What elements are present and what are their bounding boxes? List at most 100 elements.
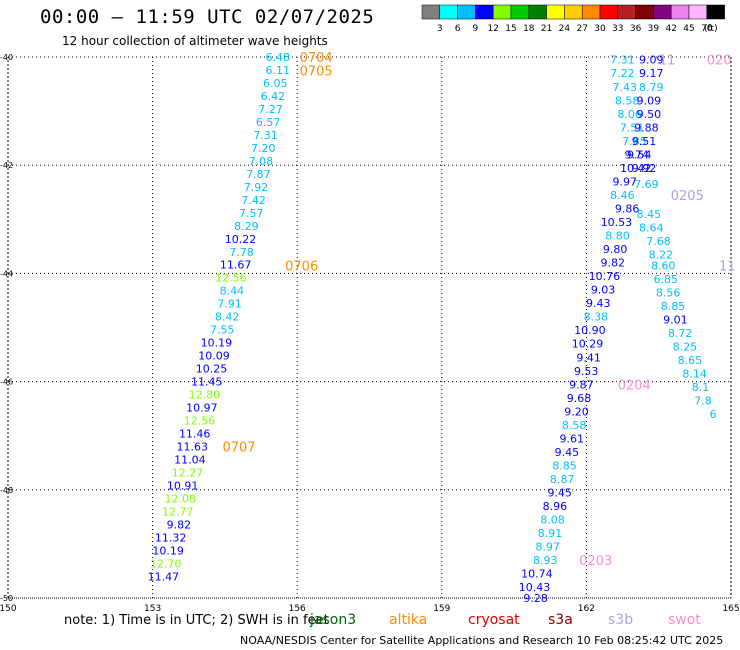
chart-title: 00:00 — 11:59 UTC 02/07/2025 xyxy=(40,6,375,28)
wave-height-value: 7.42 xyxy=(241,194,266,207)
y-tick-label: -40 xyxy=(0,53,13,62)
x-tick-label: 150 xyxy=(0,604,17,614)
pass-time-label: 0706 xyxy=(285,259,318,274)
colorbar-swatch xyxy=(581,4,601,20)
wave-height-value: 10.97 xyxy=(186,402,218,415)
colorbar-label: 24 xyxy=(559,24,571,34)
pass-time-label: 11 xyxy=(659,54,676,69)
colorbar-unit: (ft) xyxy=(704,24,718,34)
wave-height-value: 9.45 xyxy=(555,446,580,459)
wave-height-value: 9.54 xyxy=(627,148,652,161)
colorbar-label: 21 xyxy=(541,24,552,34)
wave-height-value: 10.91 xyxy=(167,479,199,492)
y-tick-label: -46 xyxy=(0,378,13,387)
colorbar-label: 30 xyxy=(594,24,606,34)
colorbar-swatch xyxy=(670,4,690,20)
wave-height-value: 10.29 xyxy=(572,338,604,351)
pass-time-label: 0705 xyxy=(300,65,333,80)
wave-height-value: 8.97 xyxy=(535,541,560,554)
wave-height-value: 10.90 xyxy=(574,324,606,337)
wave-height-value: 6.42 xyxy=(261,90,286,103)
x-tick-label: 156 xyxy=(289,604,306,614)
wave-height-value: 8.06 xyxy=(617,108,642,121)
colorbar-label: 45 xyxy=(683,24,694,34)
wave-height-value: 6 xyxy=(710,408,717,421)
wave-height-value: 7.69 xyxy=(634,178,659,191)
wave-height-value: 8.29 xyxy=(234,220,259,233)
wave-height-value: 9.82 xyxy=(600,257,625,270)
sat-legend-jason3: jason3 xyxy=(310,612,357,628)
wave-height-value: 7.20 xyxy=(251,142,276,155)
colorbar-swatch xyxy=(457,4,476,20)
wave-height-value: 8.42 xyxy=(215,311,240,324)
colorbar-swatch xyxy=(439,4,458,20)
wave-height-value: 7.8 xyxy=(694,395,712,408)
colorbar-swatch xyxy=(599,4,619,20)
wave-height-value: 7.43 xyxy=(613,81,638,94)
wave-height-value: 9.92 xyxy=(632,162,657,175)
wave-height-value: 9.03 xyxy=(591,284,616,297)
wave-height-value: 8.96 xyxy=(543,500,568,513)
x-tick-label: 165 xyxy=(722,604,739,614)
wave-height-value: 10.19 xyxy=(201,337,233,350)
wave-height-points: 6.486.116.056.427.276.577.317.207.087.87… xyxy=(148,51,717,605)
colorbar-swatch xyxy=(635,4,654,20)
wave-height-value: 9.01 xyxy=(663,313,688,326)
wave-height-value: 10.43 xyxy=(519,581,551,594)
wave-height-value: 7.87 xyxy=(246,168,271,181)
wave-height-value: 12.77 xyxy=(162,505,194,518)
wave-height-value: 8.08 xyxy=(540,514,565,527)
colorbar-label: 18 xyxy=(523,24,535,34)
sat-legend-s3b: s3b xyxy=(608,612,634,628)
wave-height-value: 10.09 xyxy=(198,350,230,363)
pass-time-label: 11 xyxy=(719,259,736,274)
wave-height-value: 9.45 xyxy=(547,487,572,500)
wave-height-value: 7.68 xyxy=(646,235,671,248)
x-tick-label: 153 xyxy=(144,604,161,614)
wave-height-value: 12.08 xyxy=(164,492,196,505)
wave-height-value: 9.74 xyxy=(625,148,650,161)
colorbar-swatch xyxy=(546,4,565,20)
wave-height-value: 9.87 xyxy=(569,378,594,391)
pass-time-label: 0704 xyxy=(300,51,333,66)
colorbar-swatch xyxy=(564,4,583,20)
colorbar-label: 6 xyxy=(455,24,461,34)
wave-height-value: 7.78 xyxy=(229,246,254,259)
wave-height-value: 8.58 xyxy=(615,94,640,107)
y-tick-label: -48 xyxy=(0,486,13,495)
sat-legend-altika: altika xyxy=(389,612,428,628)
wave-height-value: 7.51 xyxy=(620,121,645,134)
wave-height-value: 7.55 xyxy=(210,324,235,337)
wave-height-value: 9.51 xyxy=(632,135,657,148)
wave-height-value: 8.72 xyxy=(668,327,693,340)
pass-time-label: 0707 xyxy=(222,441,255,456)
x-tick-label: 162 xyxy=(578,604,595,614)
wave-height-value: 9.88 xyxy=(634,121,659,134)
wave-height-value: 9.09 xyxy=(639,54,664,67)
colorbar-label: 33 xyxy=(612,24,623,34)
colorbar-label: 9 xyxy=(473,24,479,34)
x-tick-label: 159 xyxy=(433,604,450,614)
colorbar-swatch xyxy=(706,4,725,20)
colorbar-swatch xyxy=(688,4,708,20)
wave-height-value: 10.53 xyxy=(601,216,633,229)
y-tick-label: -44 xyxy=(0,269,13,278)
wave-height-value: 8.22 xyxy=(649,248,674,261)
wave-height-value: 9.20 xyxy=(564,405,589,418)
colorbar-label: 39 xyxy=(648,24,660,34)
colorbar-label: 27 xyxy=(576,24,587,34)
wave-height-value: 8.56 xyxy=(656,286,681,299)
y-tick-label: -50 xyxy=(0,594,13,603)
wave-height-value: 11.32 xyxy=(155,531,187,544)
wave-height-value: 10.76 xyxy=(589,270,621,283)
y-tick-label: -42 xyxy=(0,161,13,170)
pass-time-label: 020 xyxy=(707,54,732,69)
colorbar-swatch xyxy=(475,4,494,20)
wave-height-value: 12.56 xyxy=(215,272,247,285)
wave-height-value: 10.22 xyxy=(225,233,257,246)
wave-height-value: 10.42 xyxy=(620,162,652,175)
wave-height-value: 7.92 xyxy=(244,181,269,194)
wave-height-value: 9.80 xyxy=(603,243,628,256)
wave-height-value: 8.79 xyxy=(639,81,664,94)
colorbar-label: 70 xyxy=(701,24,713,34)
